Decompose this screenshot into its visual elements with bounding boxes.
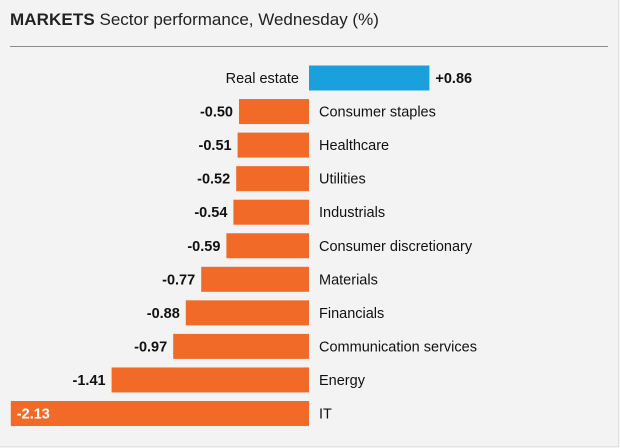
title-text: Sector performance, Wednesday (%) <box>99 10 379 29</box>
bar-consumer-staples <box>239 99 309 125</box>
category-label-industrials: Industrials <box>319 205 385 221</box>
value-label-industrials: -0.54 <box>194 205 227 221</box>
value-label-consumer-discretionary: -0.59 <box>187 239 220 255</box>
category-label-it: IT <box>319 407 332 423</box>
category-label-real-estate: Real estate <box>226 71 299 87</box>
title-divider <box>10 46 608 47</box>
value-label-energy: -1.41 <box>73 373 106 389</box>
value-label-it: -2.13 <box>17 407 50 423</box>
chart-title: MARKETS Sector performance, Wednesday (%… <box>10 10 379 30</box>
category-label-materials: Materials <box>319 272 378 288</box>
category-label-consumer-discretionary: Consumer discretionary <box>319 239 473 255</box>
bar-financials <box>185 300 309 326</box>
value-label-communication-services: -0.97 <box>134 339 167 355</box>
category-label-communication-services: Communication services <box>319 339 477 355</box>
bar-consumer-discretionary <box>226 233 309 259</box>
bar-utilities <box>236 166 309 192</box>
bar-real-estate <box>309 65 430 91</box>
bar-healthcare <box>237 132 309 158</box>
category-label-financials: Financials <box>319 306 384 322</box>
category-label-utilities: Utilities <box>319 172 366 188</box>
value-label-materials: -0.77 <box>162 272 195 288</box>
bar-communication-services <box>173 333 309 359</box>
title-kicker: MARKETS <box>10 10 95 29</box>
value-label-consumer-staples: -0.50 <box>200 105 233 121</box>
value-label-real-estate: +0.86 <box>435 71 472 87</box>
value-label-utilities: -0.52 <box>197 172 230 188</box>
bar-energy <box>111 367 309 393</box>
bar-it <box>10 401 310 426</box>
category-label-energy: Energy <box>319 373 366 389</box>
category-label-consumer-staples: Consumer staples <box>319 105 436 121</box>
bar-materials <box>201 266 309 292</box>
value-label-healthcare: -0.51 <box>199 138 232 154</box>
bar-industrials <box>233 199 309 225</box>
category-label-healthcare: Healthcare <box>319 138 389 154</box>
value-label-financials: -0.88 <box>147 306 180 322</box>
